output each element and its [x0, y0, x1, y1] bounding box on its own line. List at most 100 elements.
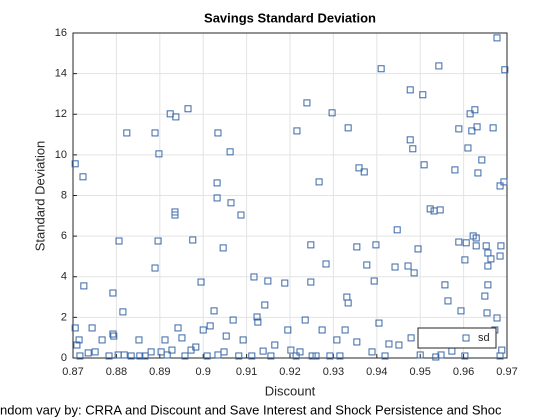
marker — [375, 319, 383, 327]
marker — [462, 239, 470, 247]
marker — [73, 341, 81, 349]
marker — [496, 252, 504, 260]
marker — [292, 352, 300, 360]
x-tick-label: 0.94 — [366, 366, 387, 378]
marker — [496, 182, 504, 190]
marker — [435, 62, 443, 70]
marker — [404, 262, 412, 270]
marker — [468, 127, 476, 135]
marker — [147, 348, 155, 356]
y-tick-label: 10 — [55, 149, 67, 161]
marker — [372, 241, 380, 249]
marker — [136, 352, 144, 360]
marker — [437, 351, 445, 359]
y-tick-label: 0 — [61, 352, 67, 364]
marker — [461, 352, 469, 360]
marker — [155, 150, 163, 158]
marker — [318, 326, 326, 334]
marker — [284, 326, 292, 334]
marker — [214, 129, 222, 137]
marker — [444, 297, 452, 305]
marker — [172, 113, 180, 121]
marker — [436, 206, 444, 214]
marker — [377, 65, 385, 73]
marker — [478, 156, 486, 164]
marker — [219, 244, 227, 252]
marker — [110, 332, 118, 340]
marker — [239, 336, 247, 344]
marker — [271, 341, 279, 349]
marker — [71, 324, 79, 332]
marker — [229, 316, 237, 324]
marker — [259, 347, 267, 355]
marker — [88, 324, 96, 332]
marker — [127, 352, 135, 360]
marker — [368, 348, 376, 356]
marker — [483, 309, 491, 317]
marker — [71, 160, 79, 168]
marker — [493, 34, 501, 42]
marker — [484, 262, 492, 270]
marker — [406, 86, 414, 94]
marker — [84, 349, 92, 357]
marker — [287, 346, 295, 354]
marker — [326, 352, 334, 360]
marker — [474, 169, 482, 177]
marker — [119, 308, 127, 316]
marker — [410, 269, 418, 277]
marker — [303, 99, 311, 107]
marker — [253, 313, 261, 321]
marker — [496, 352, 504, 360]
marker — [487, 255, 495, 263]
marker — [341, 326, 349, 334]
marker — [484, 281, 492, 289]
chart-title: Savings Standard Deviation — [204, 10, 376, 25]
marker — [328, 109, 336, 117]
marker — [451, 166, 459, 174]
marker — [248, 352, 256, 360]
y-tick-label: 4 — [61, 271, 67, 283]
marker — [214, 351, 222, 359]
marker — [213, 179, 221, 187]
marker — [416, 351, 424, 359]
marker — [471, 106, 479, 114]
marker — [135, 336, 143, 344]
marker — [353, 243, 361, 251]
x-tick-label: 0.97 — [496, 366, 517, 378]
y-tick-label: 8 — [61, 189, 67, 201]
marker — [385, 340, 393, 348]
marker — [75, 336, 83, 344]
marker — [222, 332, 230, 340]
marker — [210, 307, 218, 315]
marker — [473, 123, 481, 131]
x-tick-label: 0.9 — [196, 366, 211, 378]
marker — [466, 110, 474, 118]
marker — [493, 314, 501, 322]
marker — [79, 173, 87, 181]
marker — [163, 351, 171, 359]
marker — [370, 277, 378, 285]
marker — [353, 338, 361, 346]
marker — [391, 263, 399, 271]
marker — [237, 211, 245, 219]
marker — [381, 352, 389, 360]
marker — [235, 352, 243, 360]
marker — [419, 91, 427, 99]
marker — [426, 205, 434, 213]
marker — [322, 260, 330, 268]
marker — [409, 145, 417, 153]
legend-box — [417, 327, 497, 349]
x-tick-label: 0.91 — [236, 366, 257, 378]
marker — [472, 242, 480, 250]
marker — [500, 178, 508, 186]
marker — [497, 242, 505, 250]
marker — [261, 301, 269, 309]
marker — [461, 256, 469, 264]
marker — [420, 161, 428, 169]
marker — [296, 348, 304, 356]
marker — [227, 199, 235, 207]
marker — [501, 66, 509, 74]
